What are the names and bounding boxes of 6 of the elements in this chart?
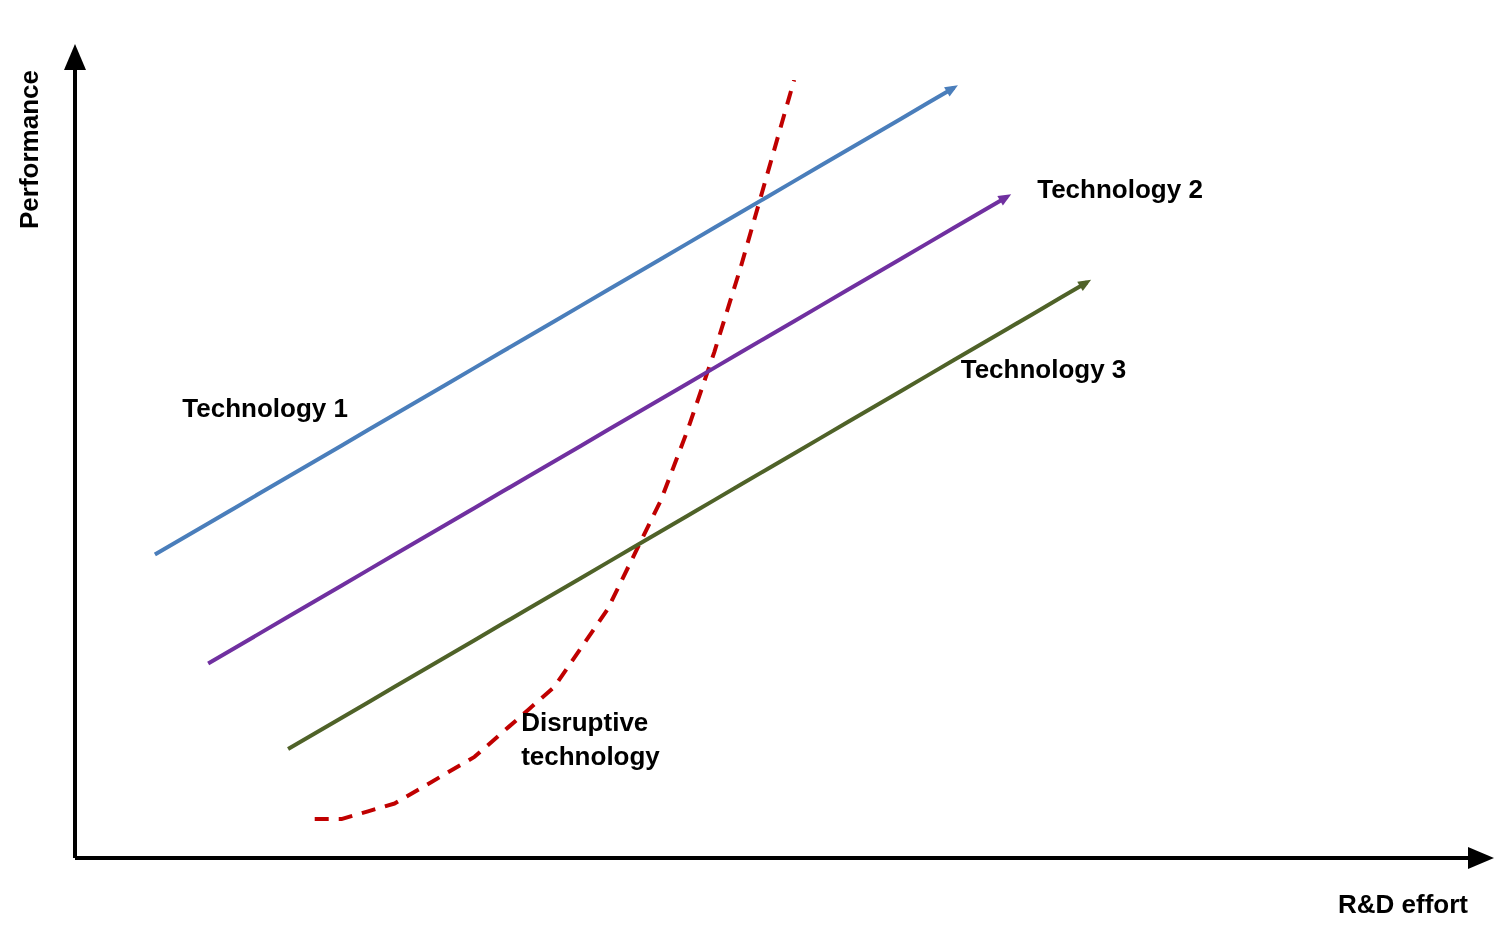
series-label: Technology 1 [182, 393, 348, 424]
series-label: Disruptive technology [521, 706, 661, 771]
x-axis-title: R&D effort [1338, 889, 1469, 920]
y-axis-title: Performance [14, 70, 45, 229]
series-label: Technology 3 [960, 354, 1127, 385]
series-label: Technology 2 [1037, 173, 1203, 204]
